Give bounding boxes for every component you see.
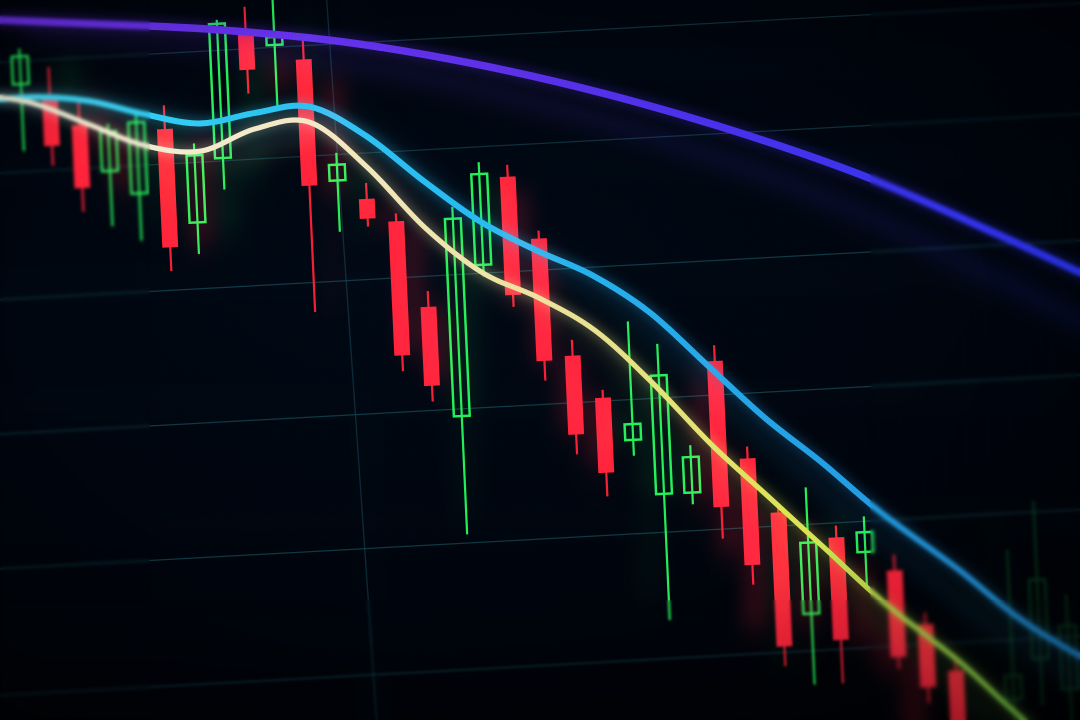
ma-line-glow xyxy=(0,88,1080,720)
ma-line-fast[interactable] xyxy=(0,42,1080,720)
